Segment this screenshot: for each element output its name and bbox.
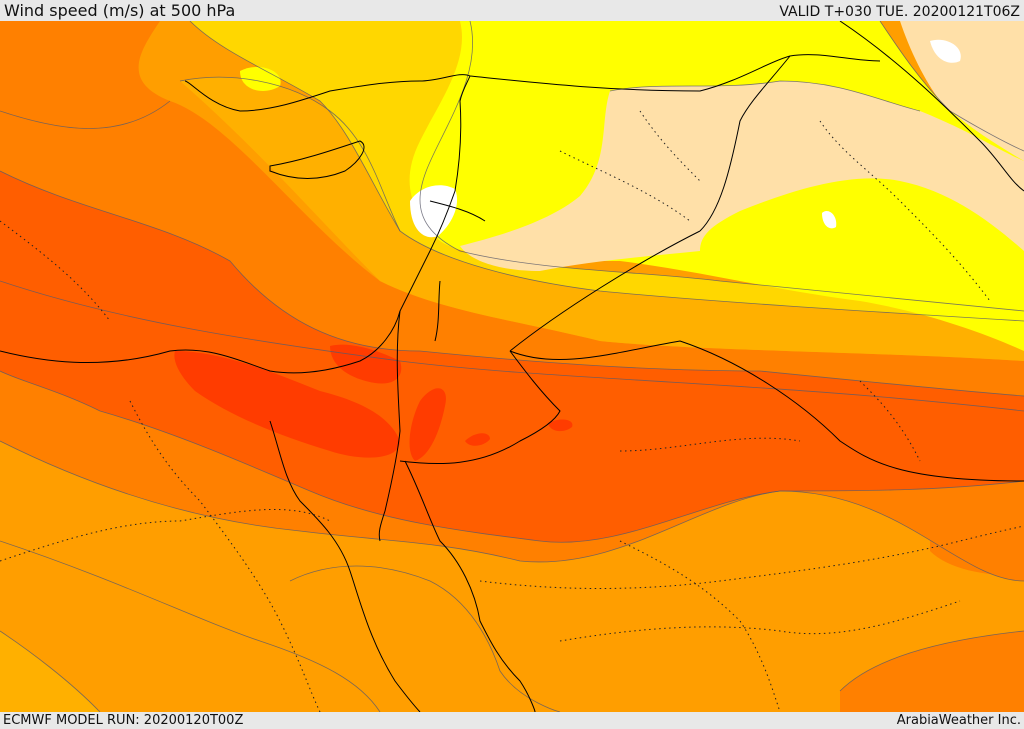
header-bar: Wind speed (m/s) at 500 hPa VALID T+030 … xyxy=(0,0,1024,21)
contour-patch-red xyxy=(548,419,573,432)
contour-patch-red xyxy=(330,344,402,384)
contour-patch-lightest xyxy=(900,21,1024,161)
wind-speed-map[interactable] xyxy=(0,21,1024,712)
footer-bar: ECMWF MODEL RUN: 20200120T00Z ArabiaWeat… xyxy=(0,712,1024,729)
contour-patch-red xyxy=(409,388,446,461)
no-data-patch xyxy=(410,185,458,238)
contour-patch-red xyxy=(465,433,490,446)
contour-band-gold xyxy=(190,21,1024,321)
no-data-patch xyxy=(822,210,837,229)
map-canvas xyxy=(0,21,1024,712)
contour-band-amber xyxy=(0,631,100,712)
contour-band-red-orange xyxy=(0,171,1024,543)
no-data-patch xyxy=(930,39,961,63)
contour-band-lightest xyxy=(460,21,1024,271)
contour-patch-yellow xyxy=(240,66,281,91)
contour-lines xyxy=(0,21,1024,712)
valid-time: VALID T+030 TUE. 20200121T06Z xyxy=(779,4,1020,20)
contour-band-orange xyxy=(288,566,560,712)
coastlines xyxy=(0,21,1024,712)
contour-band-dark-orange xyxy=(840,631,1024,712)
model-run: ECMWF MODEL RUN: 20200120T00Z xyxy=(3,713,244,728)
contour-patch-red xyxy=(174,351,400,458)
credit: ArabiaWeather Inc. xyxy=(896,713,1021,728)
map-title: Wind speed (m/s) at 500 hPa xyxy=(4,1,236,20)
contour-band-amber xyxy=(180,77,1024,361)
admin-boundaries xyxy=(0,110,1024,712)
contour-band-amber xyxy=(0,21,170,129)
